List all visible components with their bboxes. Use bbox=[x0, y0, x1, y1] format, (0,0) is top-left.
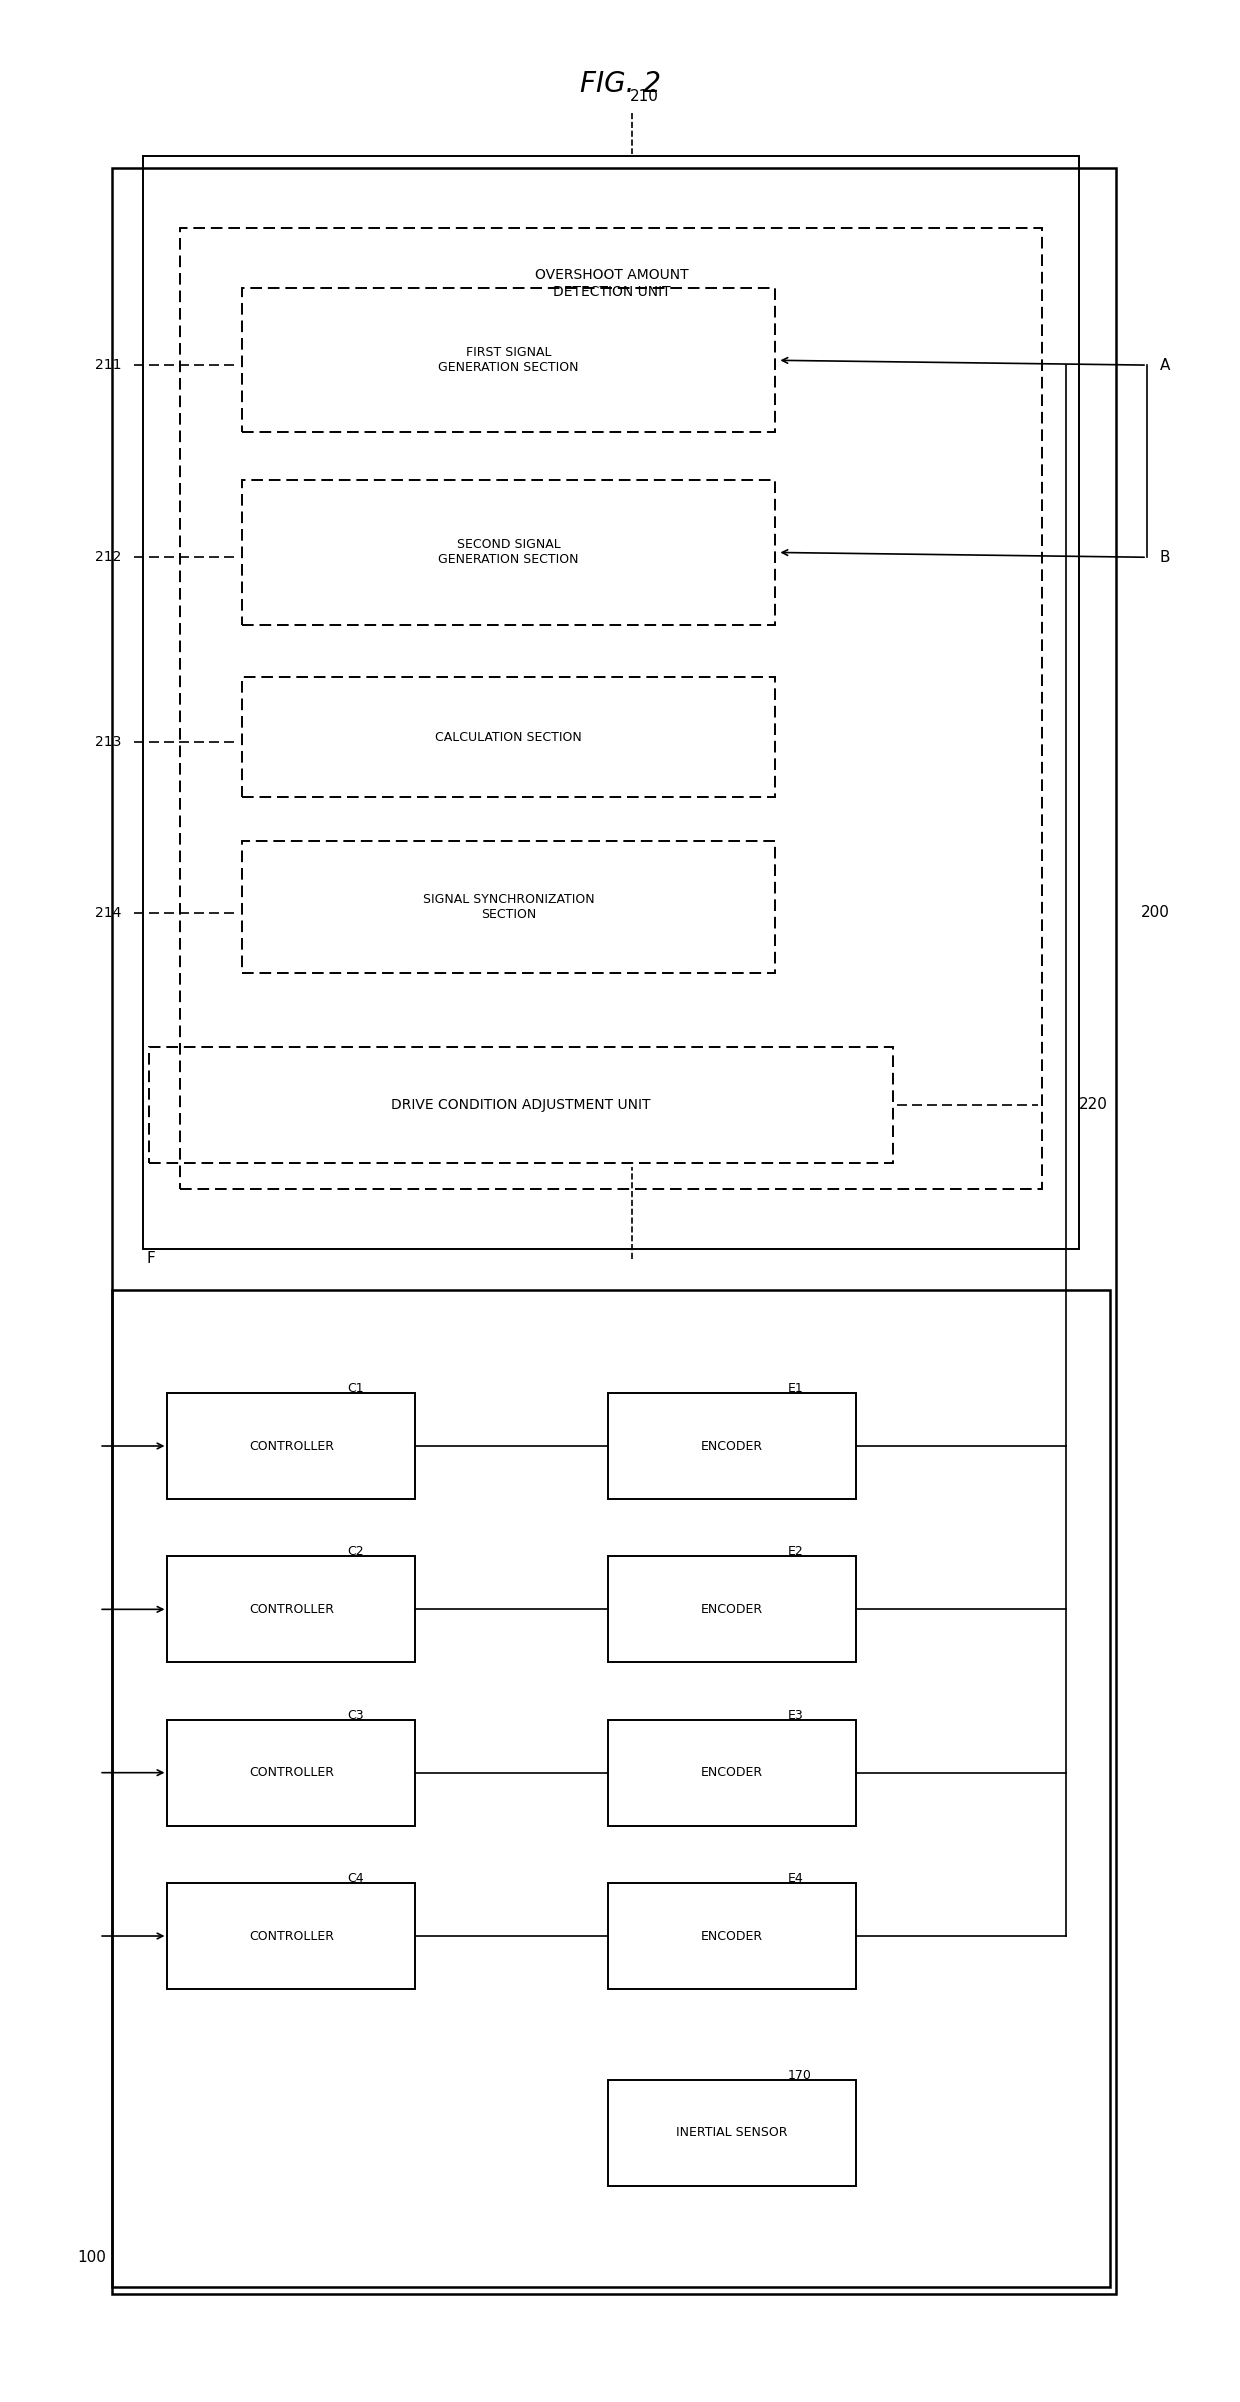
Text: C1: C1 bbox=[347, 1381, 363, 1396]
Text: E3: E3 bbox=[787, 1708, 804, 1722]
Text: E2: E2 bbox=[787, 1544, 804, 1559]
Text: ENCODER: ENCODER bbox=[701, 1929, 763, 1943]
Bar bbox=[608, 1883, 856, 1989]
Text: ENCODER: ENCODER bbox=[701, 1439, 763, 1453]
Text: E1: E1 bbox=[787, 1381, 804, 1396]
Text: CONTROLLER: CONTROLLER bbox=[249, 1765, 334, 1780]
Text: SIGNAL SYNCHRONIZATION
SECTION: SIGNAL SYNCHRONIZATION SECTION bbox=[423, 894, 594, 920]
Text: 100: 100 bbox=[77, 2251, 105, 2265]
Text: E4: E4 bbox=[787, 1871, 804, 1886]
Text: 214: 214 bbox=[95, 906, 122, 920]
Bar bbox=[167, 1883, 415, 1989]
Text: SECOND SIGNAL
GENERATION SECTION: SECOND SIGNAL GENERATION SECTION bbox=[438, 538, 579, 567]
Text: C2: C2 bbox=[347, 1544, 363, 1559]
Bar bbox=[167, 1720, 415, 1826]
Text: C3: C3 bbox=[347, 1708, 363, 1722]
Bar bbox=[112, 1290, 1110, 2287]
Text: CONTROLLER: CONTROLLER bbox=[249, 1439, 334, 1453]
Text: B: B bbox=[1159, 550, 1169, 564]
Text: OVERSHOOT AMOUNT
DETECTION UNIT: OVERSHOOT AMOUNT DETECTION UNIT bbox=[534, 269, 688, 298]
Text: A: A bbox=[1159, 358, 1169, 372]
Bar bbox=[149, 1047, 893, 1163]
Bar bbox=[242, 841, 775, 973]
Text: CONTROLLER: CONTROLLER bbox=[249, 1602, 334, 1617]
Bar bbox=[167, 1393, 415, 1499]
Text: 212: 212 bbox=[95, 550, 122, 564]
Text: ENCODER: ENCODER bbox=[701, 1602, 763, 1617]
Text: FIG. 2: FIG. 2 bbox=[579, 70, 661, 98]
Bar bbox=[180, 228, 1042, 1189]
Bar bbox=[608, 1393, 856, 1499]
Text: C4: C4 bbox=[347, 1871, 363, 1886]
Bar bbox=[608, 2080, 856, 2186]
Text: CONTROLLER: CONTROLLER bbox=[249, 1929, 334, 1943]
Text: DRIVE CONDITION ADJUSTMENT UNIT: DRIVE CONDITION ADJUSTMENT UNIT bbox=[391, 1098, 651, 1112]
Text: 211: 211 bbox=[95, 358, 122, 372]
Text: F: F bbox=[146, 1251, 155, 1266]
Text: 170: 170 bbox=[787, 2068, 811, 2083]
Text: 200: 200 bbox=[1141, 906, 1169, 920]
Bar bbox=[608, 1720, 856, 1826]
Text: ENCODER: ENCODER bbox=[701, 1765, 763, 1780]
Text: CALCULATION SECTION: CALCULATION SECTION bbox=[435, 730, 582, 745]
Text: FIRST SIGNAL
GENERATION SECTION: FIRST SIGNAL GENERATION SECTION bbox=[438, 346, 579, 375]
Text: 220: 220 bbox=[1079, 1098, 1107, 1112]
Text: 210: 210 bbox=[630, 89, 660, 103]
Bar bbox=[242, 677, 775, 797]
Text: 213: 213 bbox=[95, 735, 122, 749]
Bar bbox=[608, 1556, 856, 1662]
Bar bbox=[167, 1556, 415, 1662]
Bar bbox=[112, 168, 1116, 2294]
Bar bbox=[242, 288, 775, 432]
Text: INERTIAL SENSOR: INERTIAL SENSOR bbox=[676, 2126, 787, 2140]
Bar bbox=[143, 156, 1079, 1249]
Bar bbox=[242, 480, 775, 625]
